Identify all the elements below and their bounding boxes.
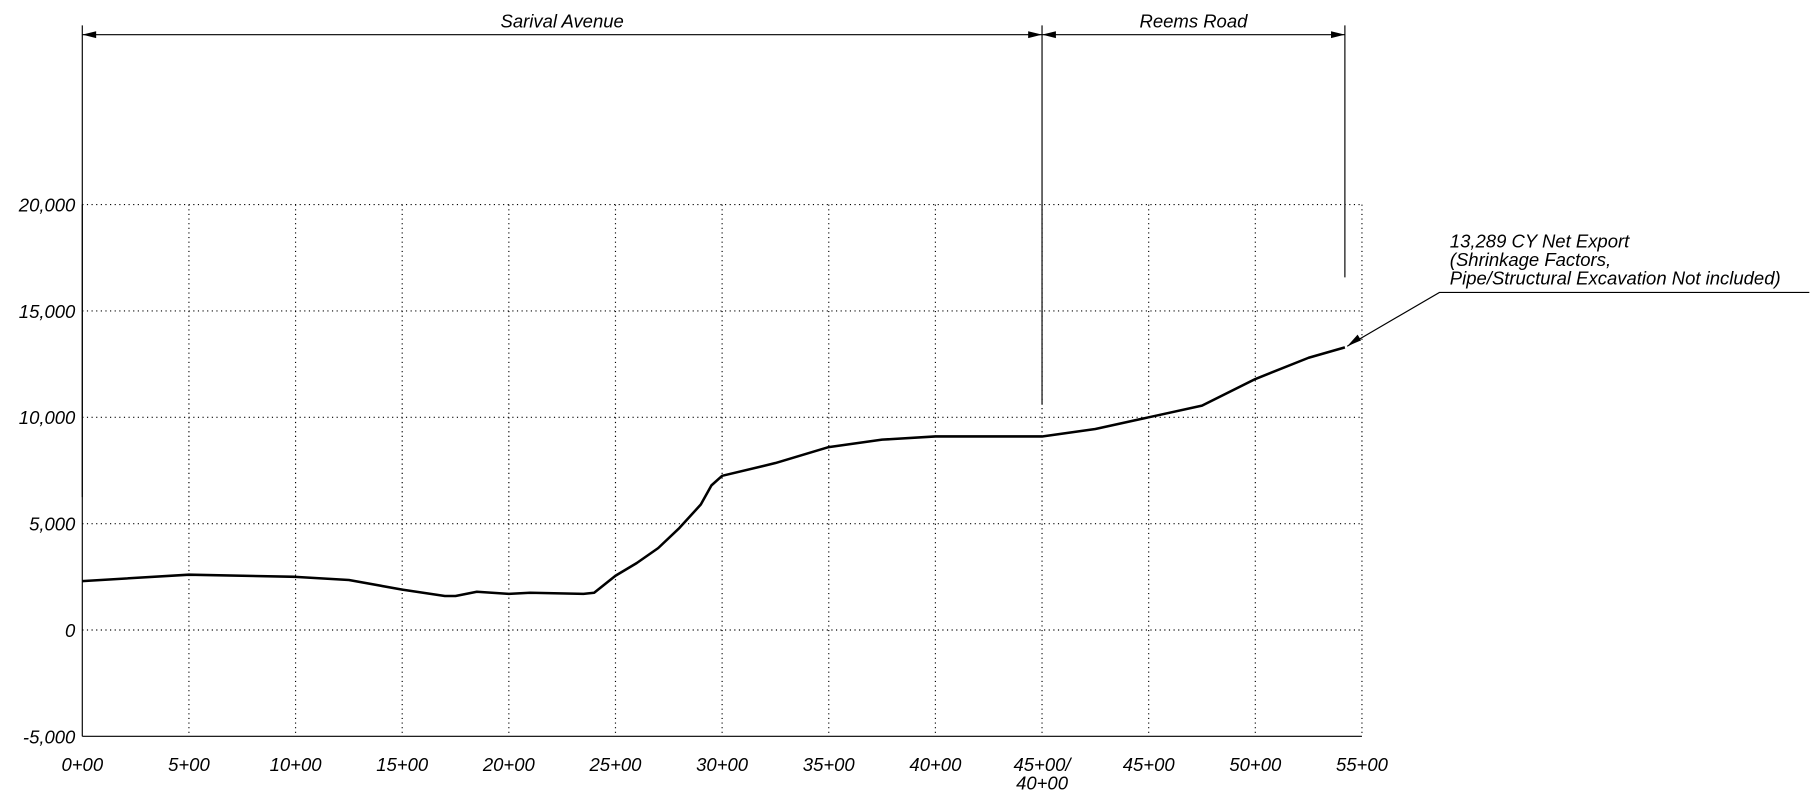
y-tick-label: 20,000: [18, 195, 76, 216]
annotation: 13,289 CY Net Export: [1450, 230, 1630, 251]
arrow-head: [82, 31, 97, 39]
x-tick-label: 45+00: [1123, 754, 1176, 775]
segment-label: Reems Road: [1140, 11, 1249, 32]
arrow-head: [1331, 31, 1345, 39]
arrow-head: [1347, 334, 1362, 347]
y-tick-label: 5,000: [29, 514, 76, 535]
arrow-head: [1028, 31, 1043, 39]
x-tick-label: 30+00: [696, 754, 749, 775]
x-tick-label: 35+00: [803, 754, 856, 775]
x-tick-label: 15+00: [376, 754, 429, 775]
arrow-head: [1042, 31, 1056, 39]
x-tick-label: 0+00: [61, 754, 103, 775]
segment-label: Sarival Avenue: [501, 11, 624, 32]
annotation: (Shrinkage Factors,: [1450, 249, 1611, 270]
x-tick-label: 5+00: [168, 754, 210, 775]
x-tick-label: 45+00/40+00: [1014, 754, 1073, 793]
x-tick-label: 40+00: [909, 754, 962, 775]
data-line: [82, 346, 1346, 598]
x-tick-label: 50+00: [1229, 754, 1282, 775]
y-tick-label: 0: [65, 620, 76, 641]
x-tick-label: 55+00: [1336, 754, 1389, 775]
y-tick-label: 10,000: [19, 407, 76, 428]
x-tick-label: 10+00: [270, 754, 323, 775]
y-tick-label: -5,000: [23, 726, 76, 747]
y-tick-label: 15,000: [19, 301, 76, 322]
x-tick-label: 20+00: [482, 754, 536, 775]
x-tick-label: 25+00: [589, 754, 643, 775]
annotation: Pipe/Structural Excavation Not included): [1450, 267, 1781, 288]
leader-line: [1346, 291, 1810, 347]
